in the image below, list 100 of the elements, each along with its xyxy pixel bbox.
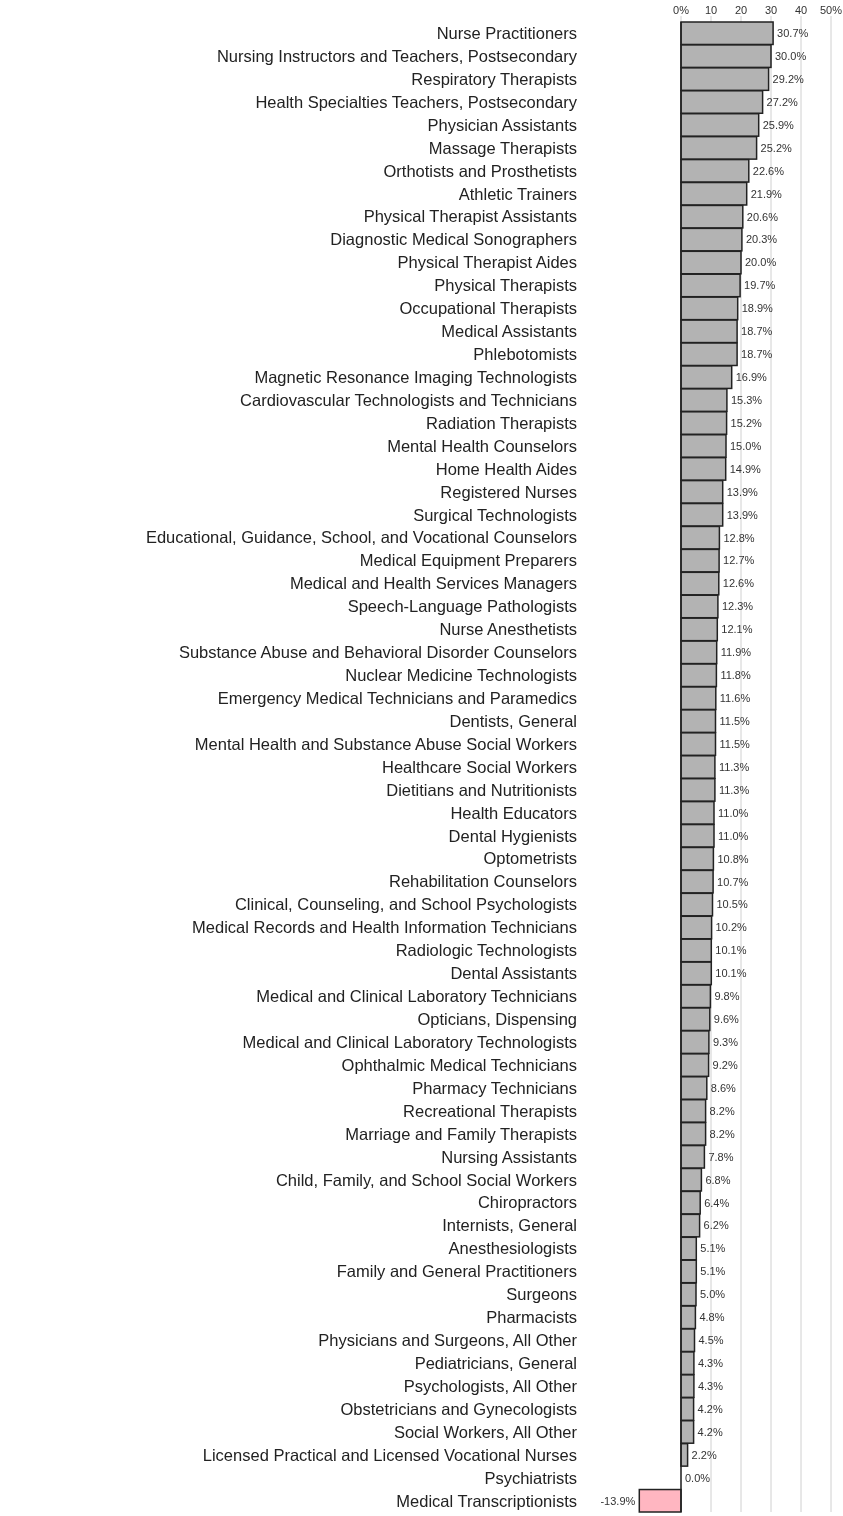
data-label: 12.7% (723, 554, 755, 567)
data-label: 20.0% (745, 256, 777, 269)
data-label: 6.2% (703, 1219, 729, 1232)
x-tick-label: 0% (673, 4, 690, 16)
data-label: 2.2% (691, 1448, 717, 1461)
y-tick-label: Rehabilitation Counselors (388, 872, 577, 891)
y-tick-label: Dentists, General (449, 711, 577, 730)
y-tick-label: Cardiovascular Technologists and Technicians (240, 390, 577, 409)
data-label: 9.8% (714, 990, 740, 1003)
data-label: 11.0% (718, 806, 749, 819)
data-label: 25.2% (760, 141, 793, 154)
data-label: 10.1% (715, 944, 747, 957)
data-label: 4.2% (697, 1425, 723, 1438)
data-label: 0.0% (685, 1471, 711, 1484)
y-tick-label: Respiratory Therapists (411, 69, 577, 88)
data-label: 13.9% (726, 485, 759, 498)
y-tick-label: Medical and Clinical Laboratory Technicians (256, 987, 577, 1006)
data-label: 12.8% (723, 531, 755, 544)
y-tick-label: Surgeons (506, 1285, 577, 1304)
data-label: 8.6% (710, 1081, 737, 1094)
y-tick-label: Orthotists and Prosthetists (383, 161, 577, 180)
y-tick-label: Child, Family, and School Social Workers (275, 1170, 577, 1189)
y-tick-label: Nursing Assistants (441, 1147, 577, 1166)
y-tick-label: Dental Assistants (450, 964, 577, 983)
y-tick-label: Radiologic Technologists (395, 941, 577, 960)
y-tick-label: Licensed Practical and Licensed Vocational Nurses (202, 1445, 577, 1464)
y-tick-label: Magnetic Resonance Imaging Technologists (254, 367, 577, 386)
data-label: 11.3% (718, 783, 750, 796)
y-tick-label: Massage Therapists (428, 138, 577, 157)
data-label: 30.0% (775, 50, 807, 63)
data-label: 14.9% (729, 462, 762, 475)
y-tick-label: Psychiatrists (484, 1468, 577, 1487)
y-tick-label: Medical Assistants (441, 322, 577, 341)
data-label: 4.3% (697, 1357, 724, 1370)
y-tick-label: Physician Assistants (427, 115, 577, 134)
y-tick-label: Speech-Language Pathologists (347, 597, 577, 616)
x-tick-label: 20 (734, 4, 748, 16)
y-tick-label: Pediatricians, General (414, 1353, 577, 1372)
data-label: 22.6% (752, 164, 785, 177)
y-tick-label: Health Educators (450, 803, 577, 822)
y-tick-label: Medical Records and Health Information Technicians (192, 918, 577, 937)
data-label: 25.9% (762, 118, 795, 131)
y-tick-label: Mental Health Counselors (387, 436, 577, 455)
data-label: 10.8% (717, 852, 749, 865)
y-tick-label: Mental Health and Substance Abuse Social Workers (194, 734, 577, 753)
y-tick-label: Surgical Technologists (413, 505, 577, 524)
y-tick-label: Nursing Instructors and Teachers, Postsecondary (216, 46, 578, 65)
data-label: 12.6% (722, 577, 755, 590)
data-label: 11.5% (719, 714, 751, 727)
data-label: 29.2% (772, 72, 805, 85)
y-tick-label: Phlebotomists (473, 345, 577, 364)
y-tick-label: Medical Equipment Preparers (359, 551, 577, 570)
y-tick-label: Anesthesiologists (448, 1239, 577, 1258)
data-label: 8.2% (709, 1127, 735, 1140)
y-tick-label: Ophthalmic Medical Technicians (341, 1055, 577, 1074)
y-tick-label: Opticians, Dispensing (417, 1010, 577, 1029)
data-label: 6.8% (705, 1173, 731, 1186)
y-tick-label: Registered Nurses (440, 482, 577, 501)
data-label: 4.3% (697, 1379, 724, 1392)
data-label: 15.2% (730, 416, 763, 429)
y-tick-label: Physicians and Surgeons, All Other (318, 1331, 578, 1350)
data-label: 15.0% (730, 439, 762, 452)
data-label: 18.7% (741, 348, 773, 361)
data-label: 10.7% (717, 875, 749, 888)
y-tick-label: Radiation Therapists (425, 413, 577, 432)
data-label: 9.6% (713, 1013, 740, 1026)
x-tick-label: 50% (819, 4, 843, 16)
y-tick-label: Nuclear Medicine Technologists (345, 666, 577, 685)
y-tick-label: Physical Therapist Aides (397, 253, 577, 272)
data-label: 18.9% (741, 302, 774, 315)
data-label: 11.8% (720, 669, 751, 682)
y-tick-label: Obstetricians and Gynecologists (340, 1399, 577, 1418)
data-label: 12.1% (721, 623, 753, 636)
data-label: 11.0% (718, 829, 749, 842)
y-tick-label: Family and General Practitioners (336, 1262, 577, 1281)
data-label: 10.5% (716, 898, 748, 911)
y-tick-label: Recreational Therapists (403, 1101, 577, 1120)
y-tick-label: Home Health Aides (435, 459, 577, 478)
y-tick-label: Health Specialties Teachers, Postsecondary (255, 92, 578, 111)
y-tick-label: Dietitians and Nutritionists (386, 780, 577, 799)
y-tick-label: Diagnostic Medical Sonographers (330, 230, 577, 249)
y-tick-label: Medical and Clinical Laboratory Technologists (242, 1032, 577, 1051)
y-tick-label: Pharmacy Technicians (412, 1078, 577, 1097)
x-tick-label: 30 (764, 4, 778, 16)
data-label: 4.8% (699, 1311, 725, 1324)
y-tick-label: Optometrists (483, 849, 577, 868)
data-label: 5.1% (700, 1242, 726, 1255)
y-tick-label: Healthcare Social Workers (381, 757, 577, 776)
data-label: 10.2% (715, 921, 748, 934)
y-tick-label: Nurse Practitioners (436, 24, 577, 43)
data-label: 5.0% (700, 1288, 726, 1301)
y-tick-label: Dental Hygienists (448, 826, 577, 845)
data-label: 11.6% (719, 692, 751, 705)
data-label: 18.7% (741, 325, 773, 338)
y-tick-label: Medical and Health Services Managers (289, 574, 577, 593)
data-label: 4.5% (698, 1334, 724, 1347)
y-tick-label: Educational, Guidance, School, and Vocational Counselors (145, 528, 577, 547)
data-label: 11.9% (720, 646, 752, 659)
data-label: 13.9% (726, 508, 759, 521)
y-tick-label: Social Workers, All Other (393, 1422, 578, 1441)
